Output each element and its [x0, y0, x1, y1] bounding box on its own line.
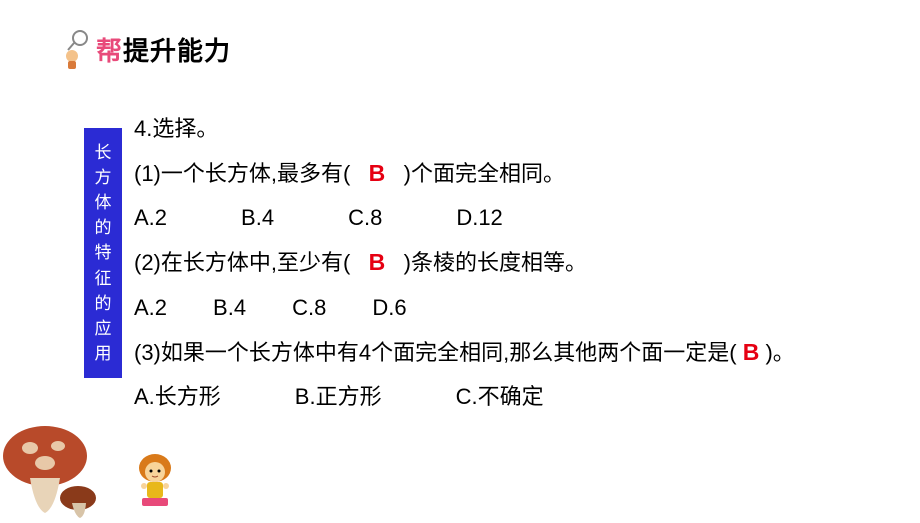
sidebar-char: 的	[95, 219, 112, 236]
girl-icon	[130, 450, 180, 506]
q2-opt-c: C.8	[292, 295, 326, 320]
q2-opt-a: A.2	[134, 295, 167, 320]
sidebar-char: 用	[95, 345, 112, 362]
header-title: 帮提升能力	[96, 31, 231, 68]
sidebar-char: 方	[95, 169, 112, 186]
q2-pre: (2)在长方体中,至少有(	[134, 250, 350, 275]
q1-post: )个面完全相同。	[404, 161, 565, 186]
q1-pre: (1)一个长方体,最多有(	[134, 161, 350, 186]
child-magnifier-icon	[60, 28, 92, 70]
sidebar-topic: 长 方 体 的 特 征 的 应 用	[84, 128, 122, 378]
sidebar-char: 特	[95, 244, 112, 261]
sidebar-char: 的	[95, 295, 112, 312]
sidebar-char: 长	[95, 144, 112, 161]
q2-post: )条棱的长度相等。	[404, 250, 587, 275]
q2-answer: B	[369, 241, 386, 285]
q3-pre: (3)如果一个长方体中有4个面完全相同,那么其他两个面一定是(	[134, 340, 737, 365]
q3-opt-a: A.长方形	[134, 384, 221, 409]
q2-stem: (2)在长方体中,至少有( B )条棱的长度相等。	[134, 241, 894, 285]
q1-opt-b: B.4	[241, 205, 274, 230]
q3-options: A.长方形 B.正方形 C.不确定	[134, 376, 894, 418]
header: 帮提升能力	[60, 28, 231, 70]
header-rest: 提升能力	[123, 36, 231, 66]
q3-opt-c: C.不确定	[456, 384, 544, 409]
q1-answer: B	[369, 152, 386, 196]
question-title: 4.选择。	[134, 108, 894, 150]
sidebar-char: 征	[95, 270, 112, 287]
q3-stem: (3)如果一个长方体中有4个面完全相同,那么其他两个面一定是( B )。	[134, 331, 894, 375]
q2-opt-b: B.4	[213, 295, 246, 320]
q1-stem: (1)一个长方体,最多有( B )个面完全相同。	[134, 152, 894, 196]
q2-opt-d: D.6	[372, 295, 406, 320]
q1-opt-d: D.12	[456, 205, 502, 230]
q3-answer: B	[743, 331, 760, 375]
q2-options: A.2 B.4 C.8 D.6	[134, 287, 894, 329]
q3-post: )。	[765, 340, 794, 365]
q3-opt-b: B.正方形	[295, 384, 382, 409]
q1-opt-a: A.2	[134, 205, 167, 230]
question-content: 4.选择。 (1)一个长方体,最多有( B )个面完全相同。 A.2 B.4 C.8…	[134, 108, 894, 420]
q1-opt-c: C.8	[348, 205, 382, 230]
sidebar-char: 应	[95, 320, 112, 337]
sidebar-char: 体	[95, 194, 112, 211]
header-accent: 帮	[96, 36, 123, 66]
mushroom-icon	[0, 408, 110, 518]
q1-options: A.2 B.4 C.8 D.12	[134, 197, 894, 239]
